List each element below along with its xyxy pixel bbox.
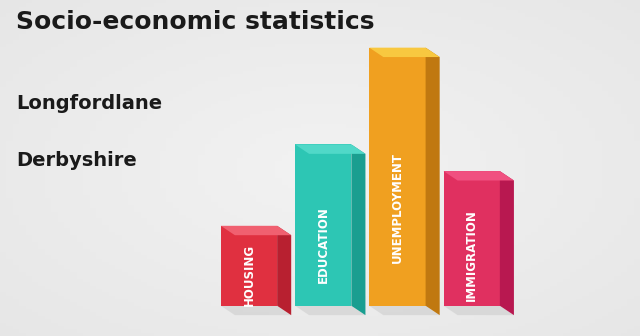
Polygon shape xyxy=(369,306,440,315)
Text: EDUCATION: EDUCATION xyxy=(317,206,330,283)
Polygon shape xyxy=(221,226,291,235)
Text: Derbyshire: Derbyshire xyxy=(16,151,137,170)
Text: UNEMPLOYMENT: UNEMPLOYMENT xyxy=(391,152,404,263)
Polygon shape xyxy=(295,144,365,154)
Polygon shape xyxy=(351,144,365,315)
Polygon shape xyxy=(221,306,291,315)
Text: Longfordlane: Longfordlane xyxy=(16,94,162,113)
Polygon shape xyxy=(500,171,514,315)
Text: Socio-economic statistics: Socio-economic statistics xyxy=(16,10,374,34)
Polygon shape xyxy=(369,48,426,306)
Polygon shape xyxy=(369,48,440,57)
Text: HOUSING: HOUSING xyxy=(243,244,255,306)
Polygon shape xyxy=(221,226,277,306)
Polygon shape xyxy=(277,226,291,315)
Text: IMMIGRATION: IMMIGRATION xyxy=(465,209,478,300)
Polygon shape xyxy=(295,144,351,306)
Polygon shape xyxy=(444,171,500,306)
Polygon shape xyxy=(444,306,514,315)
Polygon shape xyxy=(444,171,514,180)
Polygon shape xyxy=(295,306,365,315)
Polygon shape xyxy=(426,48,440,315)
